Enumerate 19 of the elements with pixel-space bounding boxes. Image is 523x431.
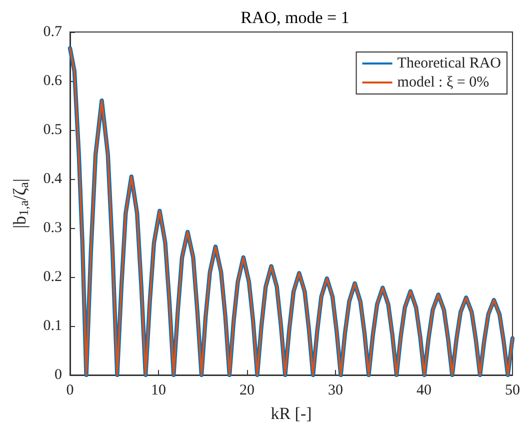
y-tick-label: 0.3 <box>43 220 62 236</box>
chart-title: RAO, mode = 1 <box>240 8 350 27</box>
x-tick-label: 40 <box>416 382 432 398</box>
legend-label: Theoretical RAO <box>397 56 502 72</box>
y-tick-label: 0.1 <box>43 318 62 334</box>
y-tick-label: 0 <box>54 367 62 383</box>
legend-label: model : ξ = 0% <box>397 74 490 90</box>
y-tick-label: 0.6 <box>43 73 62 89</box>
y-tick-label: 0.4 <box>43 171 62 187</box>
x-tick-label: 20 <box>240 382 254 398</box>
x-tick-label: 10 <box>151 382 166 398</box>
x-axis-title: kR [-] <box>270 404 312 423</box>
y-tick-label: 0.2 <box>43 269 62 285</box>
y-tick-label: 0.7 <box>43 24 62 40</box>
x-tick-label: 50 <box>505 382 520 398</box>
x-tick-label: 30 <box>328 382 343 398</box>
y-tick-label: 0.5 <box>43 122 62 138</box>
y-axis-title: |b1,a/ζa| <box>10 178 31 228</box>
x-tick-label: 0 <box>66 382 74 398</box>
